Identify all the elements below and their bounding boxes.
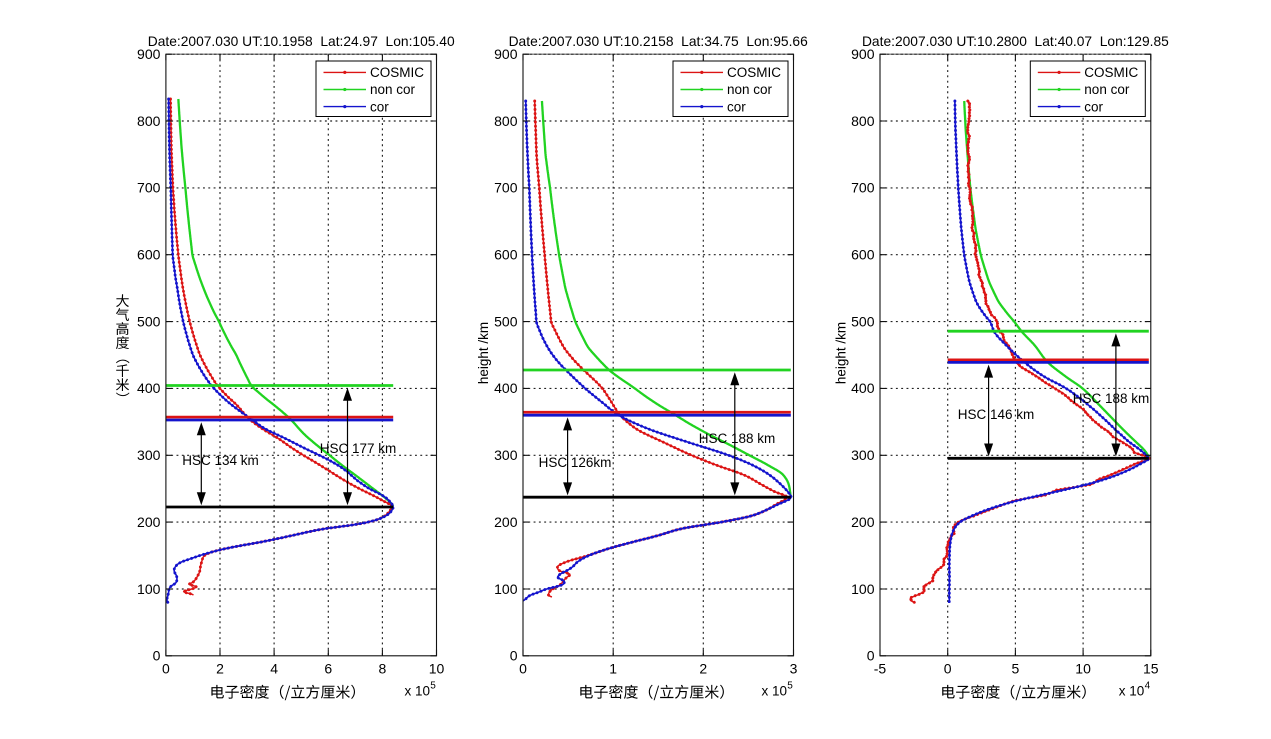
svg-text:Date:2007.030 UT:10.2800 Lat:: Date:2007.030 UT:10.2800 Lat:40.07 Lon:1… [862, 34, 1169, 49]
svg-text:x 10: x 10 [761, 684, 787, 699]
svg-text:500: 500 [494, 313, 518, 329]
svg-text:HSC 177 km: HSC 177 km [320, 441, 397, 456]
svg-text:10: 10 [429, 661, 445, 677]
svg-text:cor: cor [727, 99, 746, 114]
svg-text:200: 200 [494, 514, 518, 530]
svg-text:4: 4 [1145, 681, 1151, 692]
svg-text:non cor: non cor [370, 82, 416, 97]
svg-text:400: 400 [137, 380, 161, 396]
svg-text:800: 800 [137, 113, 161, 129]
svg-text:900: 900 [137, 46, 161, 62]
svg-text:5: 5 [430, 681, 436, 692]
svg-text:x 10: x 10 [404, 684, 430, 699]
svg-text:500: 500 [851, 313, 875, 329]
svg-text:COSMIC: COSMIC [1084, 65, 1138, 80]
svg-text:0: 0 [944, 661, 952, 677]
svg-text:Date:2007.030 UT:10.2158 Lat:: Date:2007.030 UT:10.2158 Lat:34.75 Lon:9… [509, 34, 808, 49]
svg-text:0: 0 [510, 648, 518, 664]
svg-text:HSC 126km: HSC 126km [539, 455, 612, 470]
svg-text:5: 5 [787, 681, 793, 692]
svg-text:non cor: non cor [727, 82, 773, 97]
svg-text:800: 800 [851, 113, 875, 129]
svg-text:x 10: x 10 [1119, 684, 1145, 699]
svg-text:900: 900 [494, 46, 518, 62]
svg-text:1: 1 [609, 661, 617, 677]
svg-text:height /km: height /km [834, 322, 849, 384]
svg-text:100: 100 [137, 581, 161, 597]
svg-text:500: 500 [137, 313, 161, 329]
svg-text:400: 400 [494, 380, 518, 396]
svg-text:700: 700 [137, 180, 161, 196]
svg-text:2: 2 [216, 661, 224, 677]
svg-text:cor: cor [1084, 99, 1103, 114]
svg-text:COSMIC: COSMIC [727, 65, 781, 80]
svg-text:HSC 188 km: HSC 188 km [699, 431, 776, 446]
svg-text:300: 300 [137, 447, 161, 463]
svg-text:0: 0 [153, 648, 161, 664]
svg-text:height /km: height /km [476, 322, 491, 384]
svg-text:300: 300 [851, 447, 875, 463]
svg-text:8: 8 [379, 661, 387, 677]
svg-text:0: 0 [162, 661, 170, 677]
svg-text:HSC 188 km: HSC 188 km [1073, 391, 1150, 406]
svg-text:-5: -5 [874, 661, 887, 677]
svg-text:800: 800 [494, 113, 518, 129]
svg-text:COSMIC: COSMIC [370, 65, 424, 80]
svg-text:700: 700 [494, 180, 518, 196]
svg-text:0: 0 [867, 648, 875, 664]
svg-text:4: 4 [270, 661, 278, 677]
svg-text:5: 5 [1012, 661, 1020, 677]
svg-text:200: 200 [851, 514, 875, 530]
svg-text:2: 2 [699, 661, 707, 677]
svg-text:600: 600 [494, 247, 518, 263]
svg-text:300: 300 [494, 447, 518, 463]
svg-text:0: 0 [519, 661, 527, 677]
svg-text:HSC 134 km: HSC 134 km [182, 453, 259, 468]
svg-text:600: 600 [137, 247, 161, 263]
svg-text:non cor: non cor [1084, 82, 1130, 97]
svg-text:100: 100 [851, 581, 875, 597]
svg-text:100: 100 [494, 581, 518, 597]
svg-text:Date:2007.030 UT:10.1958 Lat:: Date:2007.030 UT:10.1958 Lat:24.97 Lon:1… [148, 34, 455, 49]
svg-text:6: 6 [324, 661, 332, 677]
svg-text:HSC 146 km: HSC 146 km [958, 407, 1035, 422]
svg-text:700: 700 [851, 180, 875, 196]
svg-text:3: 3 [790, 661, 798, 677]
svg-text:10: 10 [1075, 661, 1091, 677]
svg-text:15: 15 [1143, 661, 1159, 677]
svg-text:200: 200 [137, 514, 161, 530]
svg-text:cor: cor [370, 99, 389, 114]
svg-text:900: 900 [851, 46, 875, 62]
svg-text:400: 400 [851, 380, 875, 396]
svg-text:600: 600 [851, 247, 875, 263]
